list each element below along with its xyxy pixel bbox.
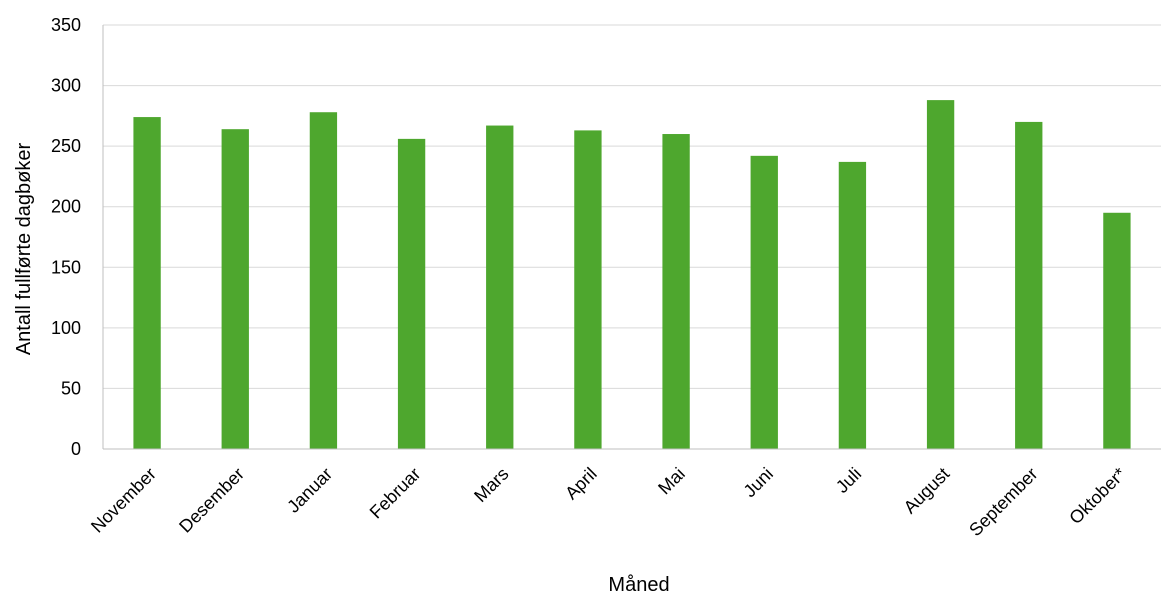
x-tick-label: Mai — [654, 464, 689, 499]
axes — [102, 25, 1161, 450]
y-tick-label: 50 — [61, 378, 81, 398]
bar — [486, 125, 514, 449]
y-tick-label: 250 — [51, 136, 81, 156]
x-tick-label: November — [87, 464, 160, 537]
bar — [133, 117, 161, 449]
x-tick-label: Februar — [366, 464, 425, 523]
bar — [750, 155, 778, 449]
x-tick-label: Desember — [175, 464, 248, 537]
y-tick-label: 200 — [51, 197, 81, 217]
y-tick-labels: 0 50 100 150 200 250 300 350 — [51, 15, 81, 459]
bar — [221, 129, 249, 449]
x-tick-label: Juni — [740, 464, 777, 501]
x-tick-label: Januar — [283, 464, 336, 517]
y-axis-title: Antall fullførte dagbøker — [13, 143, 35, 356]
y-tick-label: 350 — [51, 15, 81, 35]
x-tick-label: September — [965, 464, 1041, 540]
x-tick-label: Oktober* — [1065, 464, 1129, 528]
bar — [1103, 212, 1131, 449]
bar — [926, 100, 955, 449]
bar — [309, 112, 338, 450]
y-tick-label: 150 — [51, 257, 81, 277]
x-tick-label: April — [561, 464, 601, 504]
bar — [838, 161, 867, 450]
x-axis-title: Måned — [608, 574, 669, 594]
bars — [133, 100, 1131, 450]
bar — [662, 134, 690, 449]
x-tick-label: August — [900, 464, 954, 518]
y-tick-label: 0 — [71, 439, 81, 459]
bar — [1015, 121, 1043, 450]
y-tick-label: 300 — [51, 76, 81, 96]
bar — [574, 130, 602, 449]
bar — [397, 138, 426, 450]
x-tick-label: Mars — [470, 464, 512, 506]
x-tick-label: Juli — [832, 464, 865, 497]
x-tick-labels: November Desember Januar Februar Mars April Ma… — [87, 464, 1130, 540]
gridlines — [103, 24, 1161, 389]
y-tick-label: 100 — [51, 318, 81, 338]
